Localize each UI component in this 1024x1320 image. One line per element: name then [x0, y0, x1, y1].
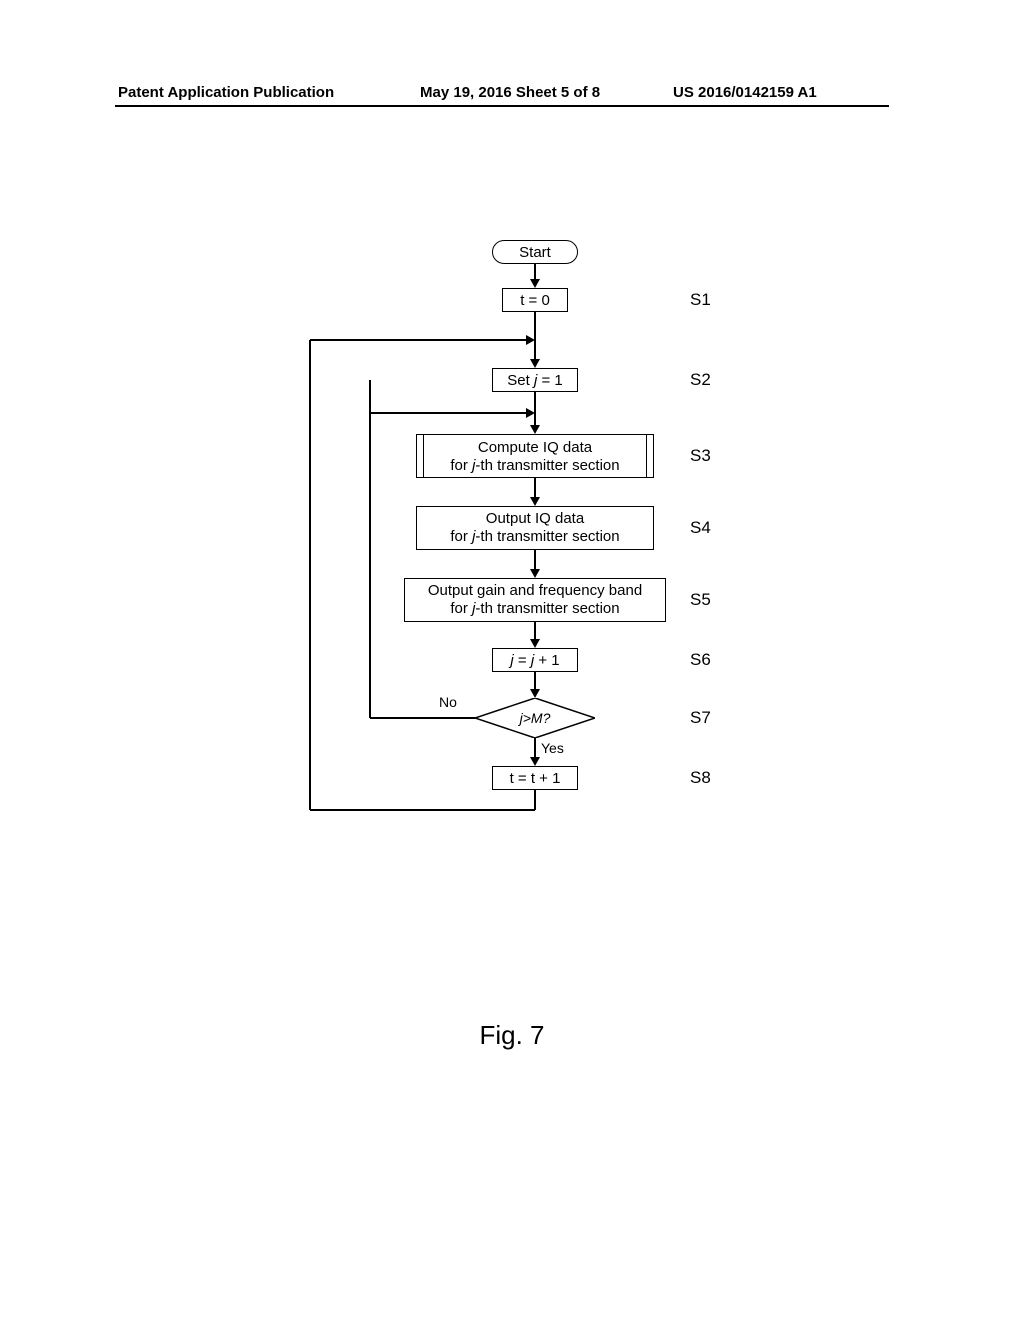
node-s5: Output gain and frequency bandfor j-th t…	[404, 578, 666, 622]
connector	[534, 478, 536, 497]
node-s6: j = j + 1	[492, 648, 578, 672]
connector	[534, 790, 536, 810]
connector	[310, 339, 526, 341]
arrowhead	[526, 408, 535, 418]
arrowhead	[530, 425, 540, 434]
header-right: US 2016/0142159 A1	[673, 84, 817, 101]
connector	[370, 717, 475, 719]
connector	[534, 672, 536, 689]
node-s7: j > M ?	[475, 698, 595, 738]
node-s2: Set j = 1	[492, 368, 578, 392]
connector	[369, 413, 371, 718]
header-rule	[115, 105, 889, 107]
arrowhead	[530, 359, 540, 368]
connector	[534, 550, 536, 569]
arrowhead	[530, 689, 540, 698]
step-label-s6: S6	[690, 650, 711, 670]
step-label-s7: S7	[690, 708, 711, 728]
figure-caption: Fig. 7	[0, 1020, 1024, 1051]
node-start: Start	[492, 240, 578, 264]
arrowhead	[530, 497, 540, 506]
step-label-s1: S1	[690, 290, 711, 310]
step-label-s3: S3	[690, 446, 711, 466]
header-left: Patent Application Publication	[118, 84, 334, 101]
arrowhead	[530, 569, 540, 578]
header-center: May 19, 2016 Sheet 5 of 8	[420, 84, 600, 101]
arrowhead	[526, 335, 535, 345]
page: Patent Application Publication May 19, 2…	[0, 0, 1024, 1320]
step-label-s5: S5	[690, 590, 711, 610]
decision-no-label: No	[439, 694, 457, 710]
arrowhead	[530, 757, 540, 766]
connector	[310, 809, 535, 811]
node-s1: t = 0	[502, 288, 568, 312]
node-s4: Output IQ datafor j-th transmitter secti…	[416, 506, 654, 550]
arrowhead	[530, 279, 540, 288]
connector	[534, 622, 536, 639]
connector	[309, 340, 311, 810]
step-label-s4: S4	[690, 518, 711, 538]
arrowhead	[530, 639, 540, 648]
node-s3: Compute IQ datafor j-th transmitter sect…	[416, 434, 654, 478]
node-s8: t = t + 1	[492, 766, 578, 790]
connector	[534, 264, 536, 279]
step-label-s2: S2	[690, 370, 711, 390]
connector	[370, 412, 526, 414]
connector	[534, 738, 536, 757]
decision-yes-label: Yes	[541, 740, 564, 756]
step-label-s8: S8	[690, 768, 711, 788]
